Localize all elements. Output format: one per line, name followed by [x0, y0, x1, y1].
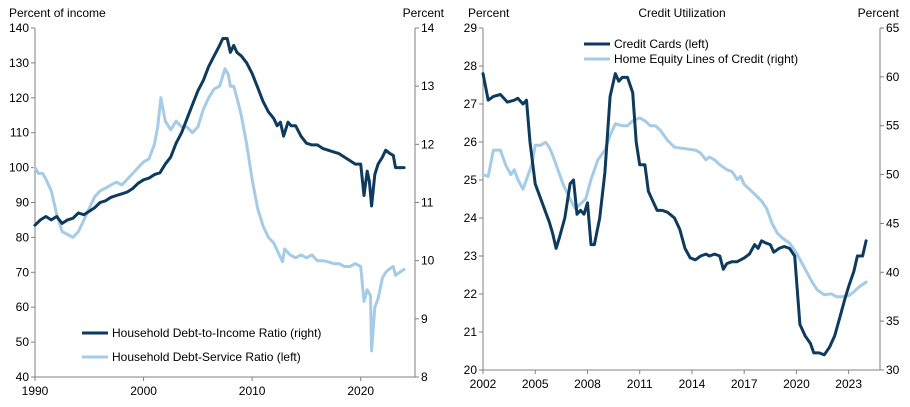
right-chart-right-tick-label: 60: [886, 70, 900, 84]
left-chart-left-tick-label: 70: [16, 265, 30, 279]
legend-label-debt-service: Household Debt-Service Ratio (left): [112, 350, 301, 364]
right-chart-x-tick-label: 2014: [679, 377, 706, 391]
right-chart-left-tick-label: 21: [464, 325, 478, 339]
left-chart-left-tick-label: 80: [16, 230, 30, 244]
left-chart-right-axis-title: Percent: [403, 6, 445, 20]
credit-utilization-chart: Percent Credit Utilization Percent 20212…: [464, 6, 900, 391]
right-chart-x-tick-label: 2023: [835, 377, 862, 391]
left-chart-left-tick-label: 120: [9, 91, 29, 105]
left-chart-left-tick-label: 140: [9, 21, 29, 35]
left-chart-x-tick-label: 2000: [130, 384, 157, 398]
right-chart-x-tick-label: 2005: [522, 377, 549, 391]
left-chart-left-tick-label: 130: [9, 56, 29, 70]
right-chart-right-tick-label: 35: [886, 314, 900, 328]
right-chart-series-line-1: [481, 116, 868, 299]
right-chart-right-tick-label: 50: [886, 168, 900, 182]
left-chart-right-tick-label: 9: [421, 312, 428, 326]
debt-chart: Percent of income Percent 40 50 60 70 80 90 10…: [9, 6, 445, 398]
right-chart-title: Credit Utilization: [638, 6, 725, 20]
left-chart-right-tick-label: 11: [421, 196, 434, 210]
left-chart-x-tick-label: 2020: [347, 384, 374, 398]
right-chart-left-tick-label: 22: [464, 287, 478, 301]
left-chart-left-tick-label: 50: [16, 335, 30, 349]
left-chart-x-tick-label: 1990: [22, 384, 49, 398]
right-chart-right-tick-label: 30: [886, 363, 900, 377]
left-chart-left-tick-label: 60: [16, 300, 30, 314]
right-chart-left-tick-label: 27: [464, 97, 478, 111]
right-chart-x-tick-label: 2008: [574, 377, 601, 391]
legend-label-credit-cards: Credit Cards (left): [614, 37, 709, 51]
right-chart-right-tick-label: 55: [886, 119, 900, 133]
left-chart-x-tick-label: 2010: [239, 384, 266, 398]
left-chart-series-line-0: [33, 37, 406, 227]
right-chart-right-axis-title: Percent: [858, 6, 900, 20]
right-chart-left-tick-label: 29: [464, 21, 478, 35]
right-chart-left-tick-label: 24: [464, 211, 478, 225]
right-chart-left-tick-label: 20: [464, 363, 478, 377]
right-chart-x-tick-label: 2020: [783, 377, 810, 391]
right-chart-left-tick-label: 25: [464, 173, 478, 187]
right-chart-right-tick-label: 40: [886, 265, 900, 279]
left-chart-legend: Household Debt-to-Income Ratio (right) H…: [82, 326, 321, 364]
right-chart-left-axis-title: Percent: [468, 6, 510, 20]
left-chart-lines: [33, 37, 406, 353]
left-chart-right-tick-label: 12: [421, 137, 435, 151]
right-chart-lines: [481, 72, 868, 357]
right-chart-legend: Credit Cards (left) Home Equity Lines of…: [584, 37, 798, 66]
left-chart-left-tick-label: 110: [10, 126, 29, 140]
left-chart-right-tick-label: 14: [421, 21, 435, 35]
left-chart-right-tick-label: 13: [421, 79, 435, 93]
left-chart-right-tick-label: 8: [421, 370, 428, 384]
right-chart-x-tick-label: 2002: [470, 377, 497, 391]
legend-label-debt-to-income: Household Debt-to-Income Ratio (right): [112, 326, 321, 340]
right-chart-series-line-0: [481, 72, 868, 357]
legend-label-heloc: Home Equity Lines of Credit (right): [614, 52, 798, 66]
left-chart-left-tick-label: 90: [16, 196, 30, 210]
right-chart-left-tick-label: 23: [464, 249, 478, 263]
right-chart-x-tick-label: 2011: [627, 377, 653, 391]
left-chart-right-tick-label: 10: [421, 254, 435, 268]
left-chart-left-tick-label: 40: [16, 370, 30, 384]
left-y-axis-title: Percent of income: [9, 6, 106, 20]
left-chart-ticks: 40 50 60 70 80 90 100 110 120 130 140 8 9 10 11 12 13 14 1…: [9, 21, 435, 398]
right-chart-right-tick-label: 45: [886, 216, 900, 230]
right-chart-left-tick-label: 28: [464, 59, 478, 73]
left-chart-left-tick-label: 100: [9, 161, 29, 175]
right-chart-x-tick-label: 2017: [731, 377, 758, 391]
right-chart-left-tick-label: 26: [464, 135, 478, 149]
right-chart-right-tick-label: 65: [886, 21, 900, 35]
left-chart-series-line-1: [33, 67, 406, 353]
right-chart-ticks: 20 21 22 23 24 25 26 27 28 29 30 35 40 45 50 55 60 65 2002…: [464, 21, 900, 391]
